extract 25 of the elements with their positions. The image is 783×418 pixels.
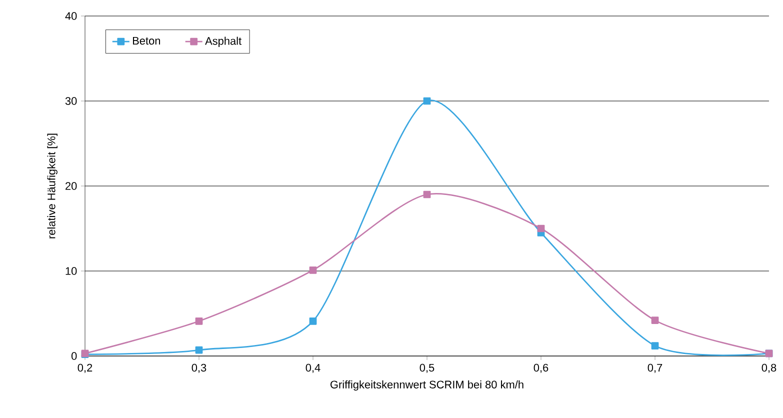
y-axis-title: relative Häufigkeit [%]: [47, 134, 58, 238]
legend-label: Beton: [133, 36, 160, 45]
x-tick-label: 0,7: [648, 364, 662, 373]
point: [195, 317, 203, 325]
legend-label: Asphalt: [205, 36, 242, 47]
point: [651, 316, 659, 324]
point: [423, 97, 431, 105]
point: [195, 346, 203, 354]
x-tick-label: 0,3: [192, 364, 206, 373]
point: [309, 266, 317, 274]
y-tick-label: 20: [66, 182, 77, 190]
x-tick-label: 0,6: [534, 364, 548, 373]
x-tick-label: 0,4: [306, 364, 320, 373]
point: [651, 342, 659, 350]
x-tick-label: 0,2: [78, 364, 92, 373]
x-axis-title: Griffigkeitskennwert SCRIM bei 80 km/h: [330, 380, 524, 391]
y-tick-label: 30: [65, 97, 77, 105]
x-tick-label: 0,5: [420, 364, 434, 373]
y-tick-label: 40: [65, 12, 77, 20]
point: [423, 190, 431, 198]
y-tick-label: 0: [71, 352, 77, 360]
point: [537, 224, 545, 232]
y-tick-label: 10: [66, 267, 77, 275]
x-tick-label: 0,8: [762, 364, 776, 373]
point: [309, 317, 317, 325]
